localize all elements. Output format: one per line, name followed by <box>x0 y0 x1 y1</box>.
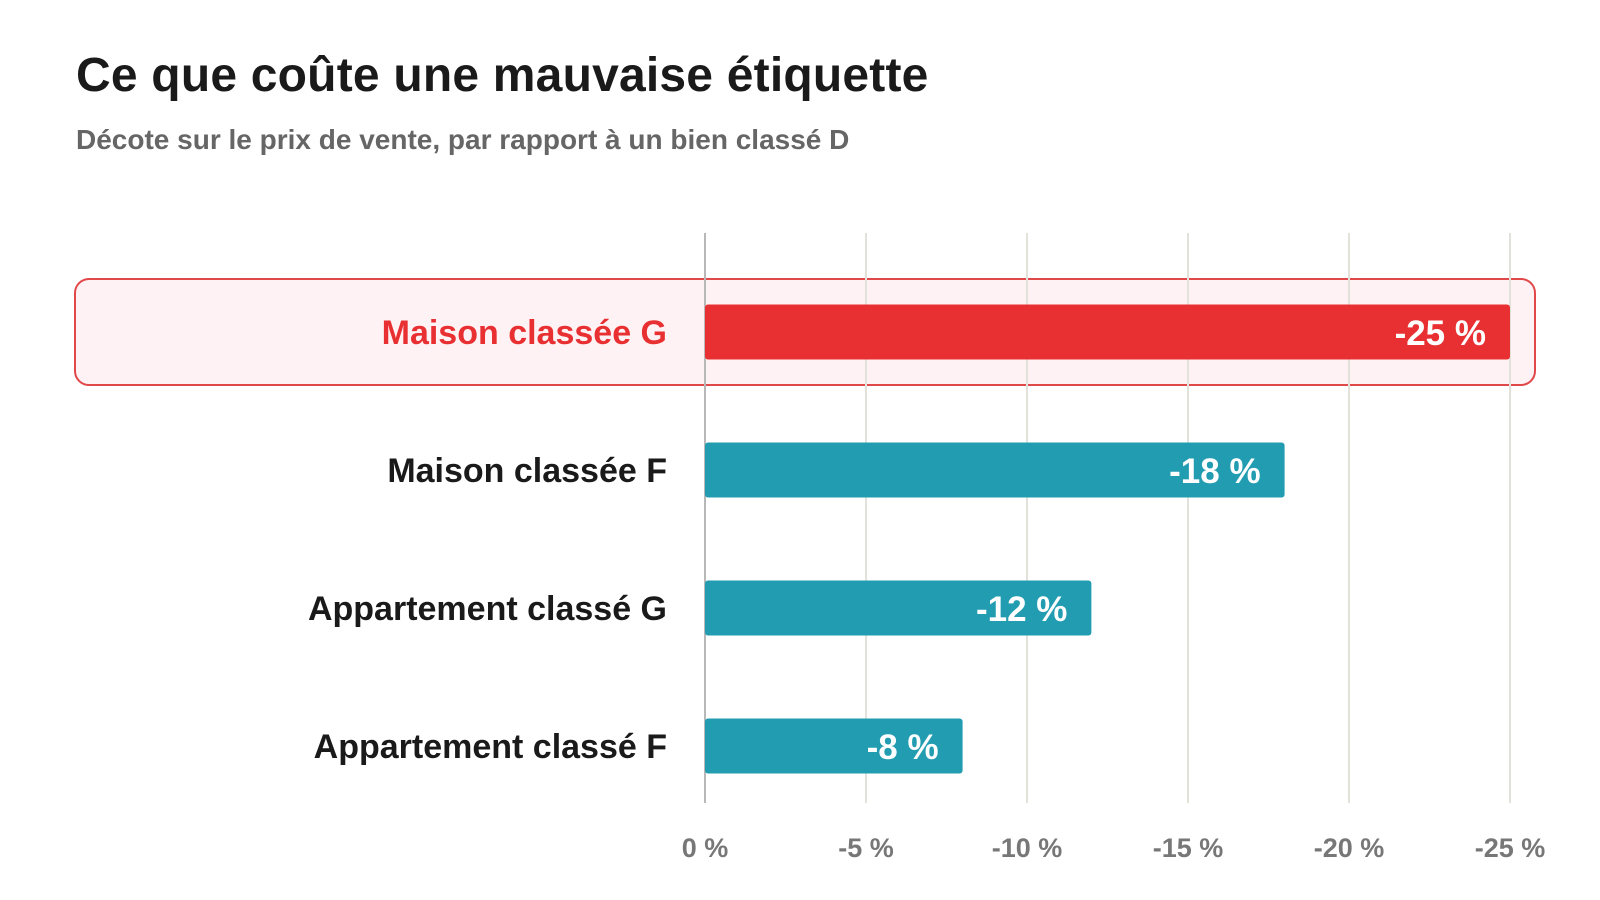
category-label: Maison classée F <box>387 452 667 490</box>
chart-subtitle: Décote sur le prix de vente, par rapport… <box>76 124 850 155</box>
bars-layer: Maison classée G -25 % Maison classée F -18… <box>308 304 1510 774</box>
value-label: -25 % <box>1395 314 1486 353</box>
x-tick-label: -10 % <box>992 833 1063 863</box>
x-tick-label: -15 % <box>1153 833 1224 863</box>
chart-title: Ce que coûte une mauvaise étiquette <box>76 49 929 102</box>
bar <box>705 304 1510 360</box>
x-tick-label: -5 % <box>838 833 894 863</box>
category-label: Appartement classé F <box>314 728 667 766</box>
category-label: Maison classée G <box>382 314 667 352</box>
category-label: Appartement classé G <box>308 590 667 628</box>
value-label: -8 % <box>867 728 939 767</box>
value-label: -12 % <box>976 590 1067 629</box>
bar <box>705 580 1092 636</box>
x-axis-ticks: 0 % -5 % -10 % -15 % -20 % -25 % <box>682 833 1546 863</box>
x-tick-label: -25 % <box>1475 833 1546 863</box>
value-label: -18 % <box>1169 452 1260 491</box>
x-tick-label: -20 % <box>1314 833 1385 863</box>
bar <box>705 442 1285 498</box>
x-tick-label: 0 % <box>682 833 729 863</box>
bar <box>705 718 963 774</box>
